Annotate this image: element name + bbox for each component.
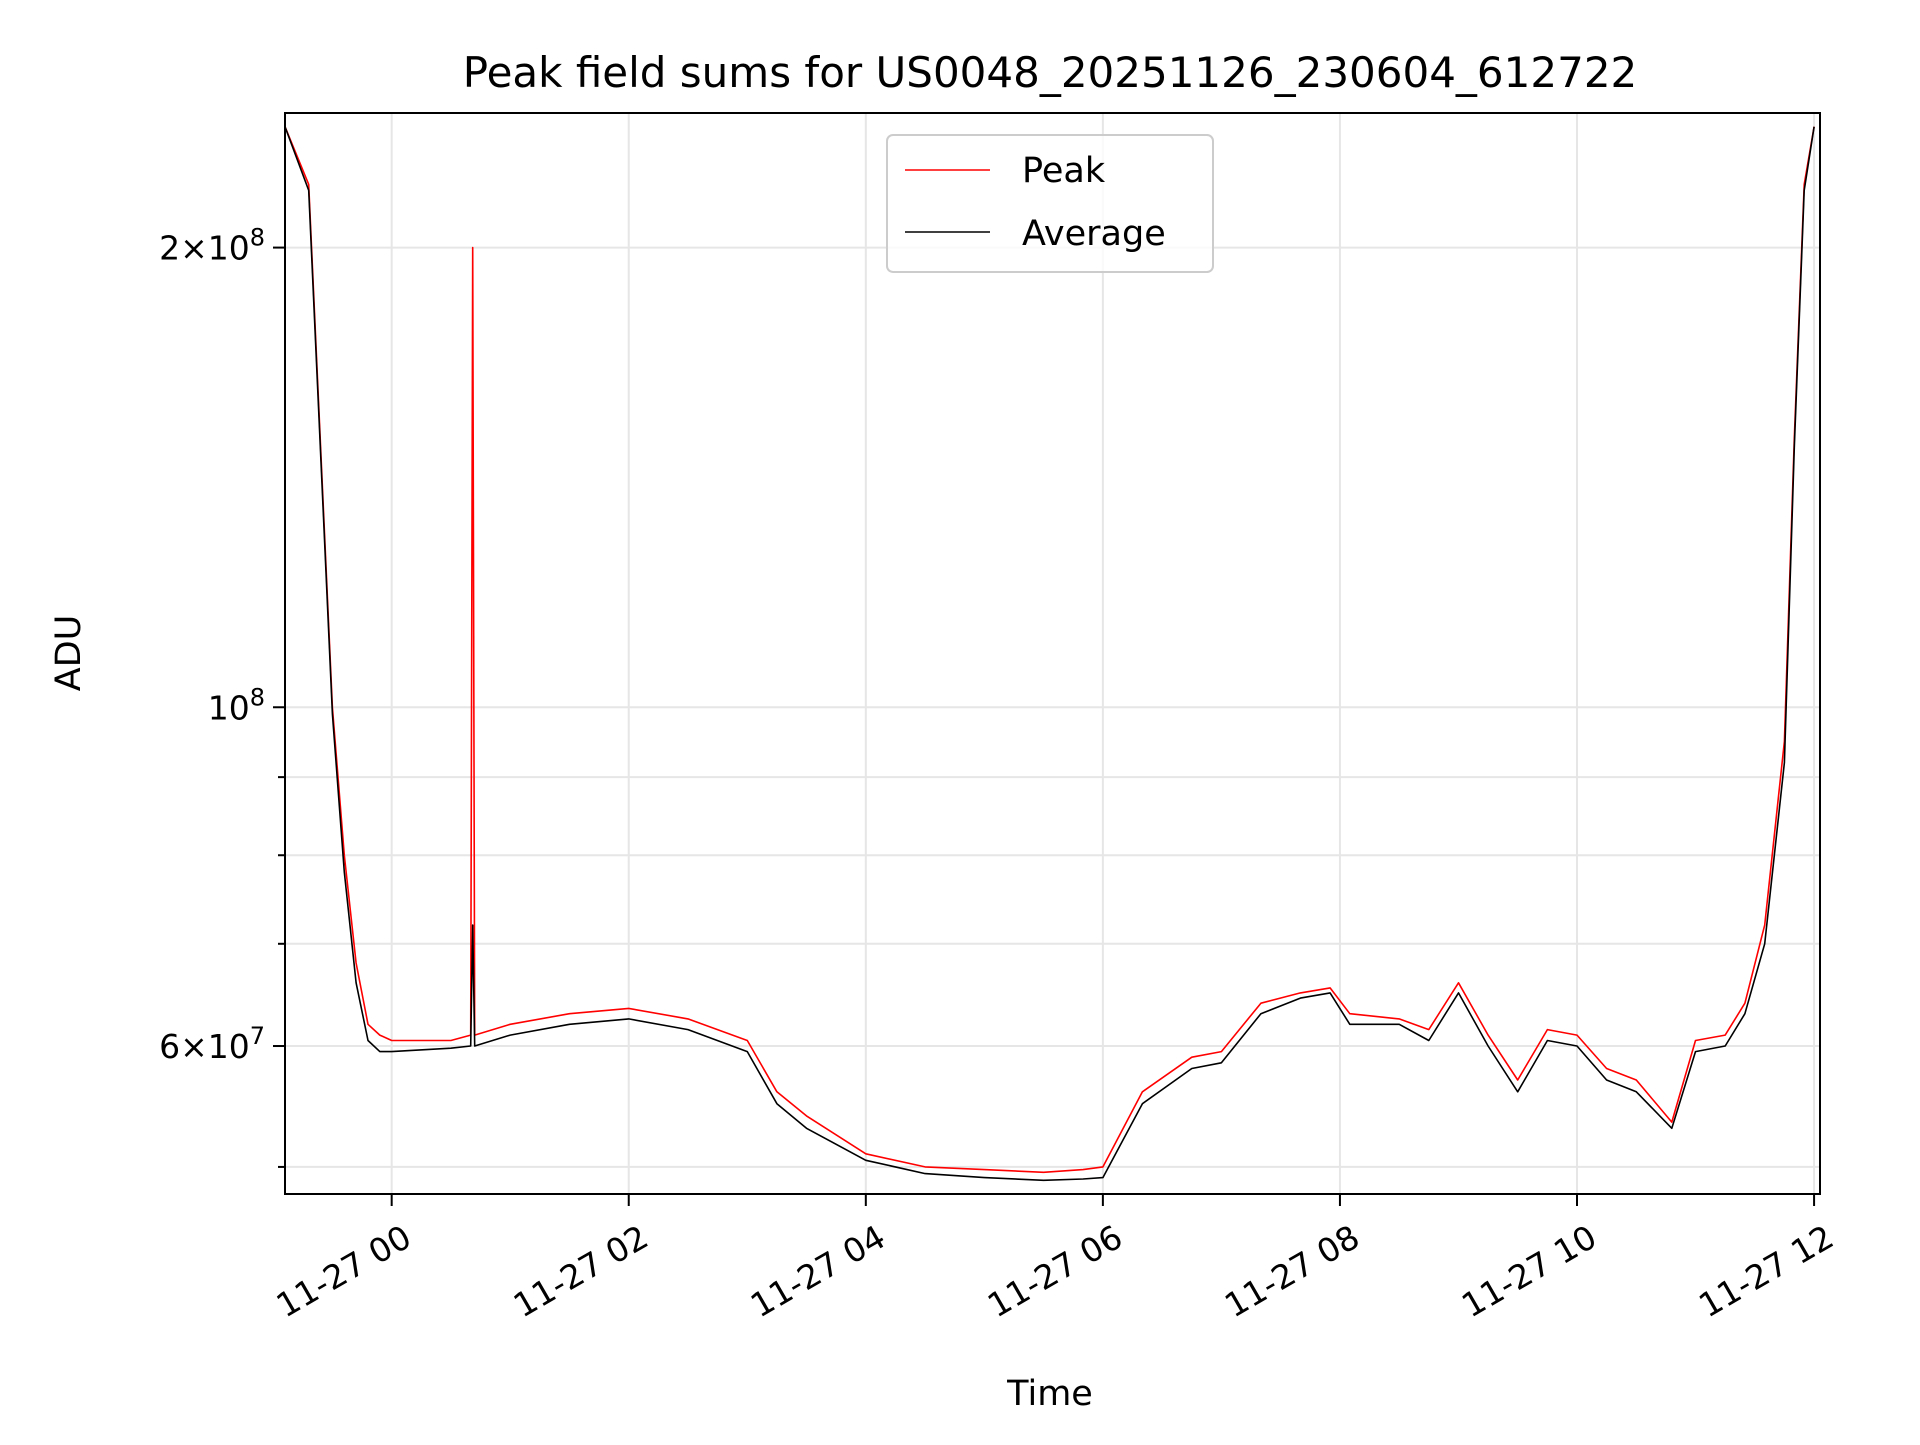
grid-layer <box>285 113 1820 1194</box>
legend: Peak Average <box>886 134 1214 273</box>
series-layer <box>285 126 1815 1182</box>
y-tick-label: 108 <box>208 683 265 727</box>
chart-title: Peak field sums for US0048_20251126_2306… <box>463 48 1638 97</box>
plot-frame <box>284 112 1821 1195</box>
legend-label-peak: Peak <box>1022 151 1106 191</box>
series-line-peak <box>285 126 1815 1174</box>
legend-label-average: Average <box>1022 214 1166 254</box>
series-line-average <box>285 126 1815 1182</box>
y-axis-label: ADU <box>49 615 89 692</box>
y-axis-ticks: 2×108 108 6×107 <box>159 224 285 1168</box>
x-axis-label: Time <box>1006 1374 1093 1414</box>
y-tick-label: 6×107 <box>159 1022 265 1066</box>
y-tick-label: 2×108 <box>159 224 265 268</box>
